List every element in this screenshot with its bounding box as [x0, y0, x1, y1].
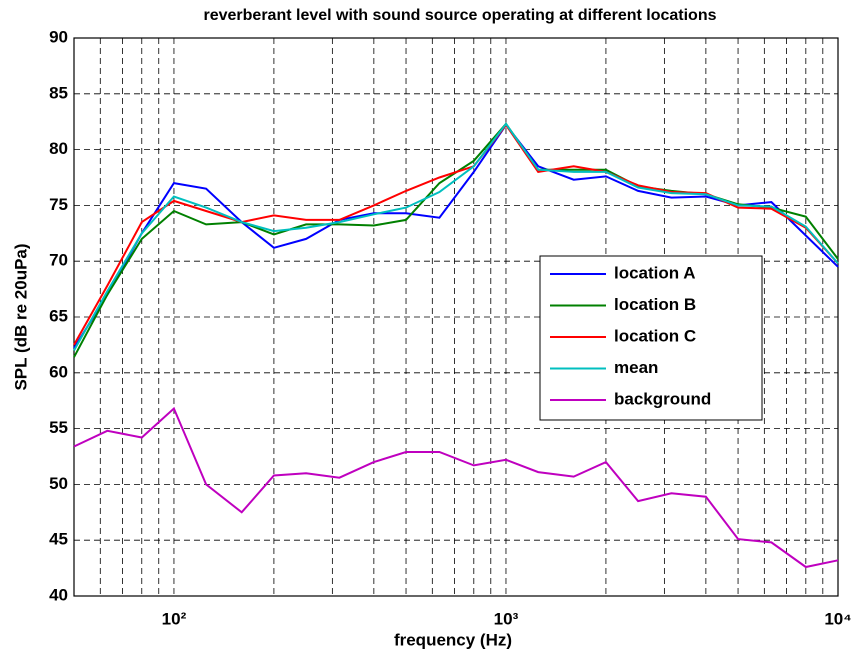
legend-label: location C [614, 326, 696, 345]
y-tick-label: 50 [49, 474, 68, 493]
y-tick-label: 75 [49, 195, 68, 214]
x-tick-label: 10² [162, 609, 187, 628]
y-tick-label: 65 [49, 306, 68, 325]
y-tick-label: 40 [49, 585, 68, 604]
plot-frame [73, 37, 839, 597]
legend-label: background [614, 389, 711, 408]
y-tick-label: 70 [49, 251, 68, 270]
y-tick-label: 90 [49, 27, 68, 46]
y-axis-label: SPL (dB re 20uPa) [11, 243, 30, 390]
legend-label: location A [614, 263, 696, 282]
legend-label: location B [614, 295, 696, 314]
data-line [73, 406, 839, 569]
y-tick-label: 80 [49, 139, 68, 158]
data-line [73, 123, 839, 349]
y-tick-label: 45 [49, 530, 68, 549]
legend-label: mean [614, 358, 658, 377]
x-axis-label: frequency (Hz) [394, 630, 512, 649]
chart-title: reverberant level with sound source oper… [204, 7, 717, 24]
y-tick-label: 60 [49, 362, 68, 381]
x-tick-label: 10⁴ [824, 609, 851, 628]
data-line [73, 122, 839, 351]
y-tick-label: 85 [49, 83, 68, 102]
x-tick-label: 10³ [494, 609, 519, 628]
y-tick-label: 55 [49, 418, 68, 437]
